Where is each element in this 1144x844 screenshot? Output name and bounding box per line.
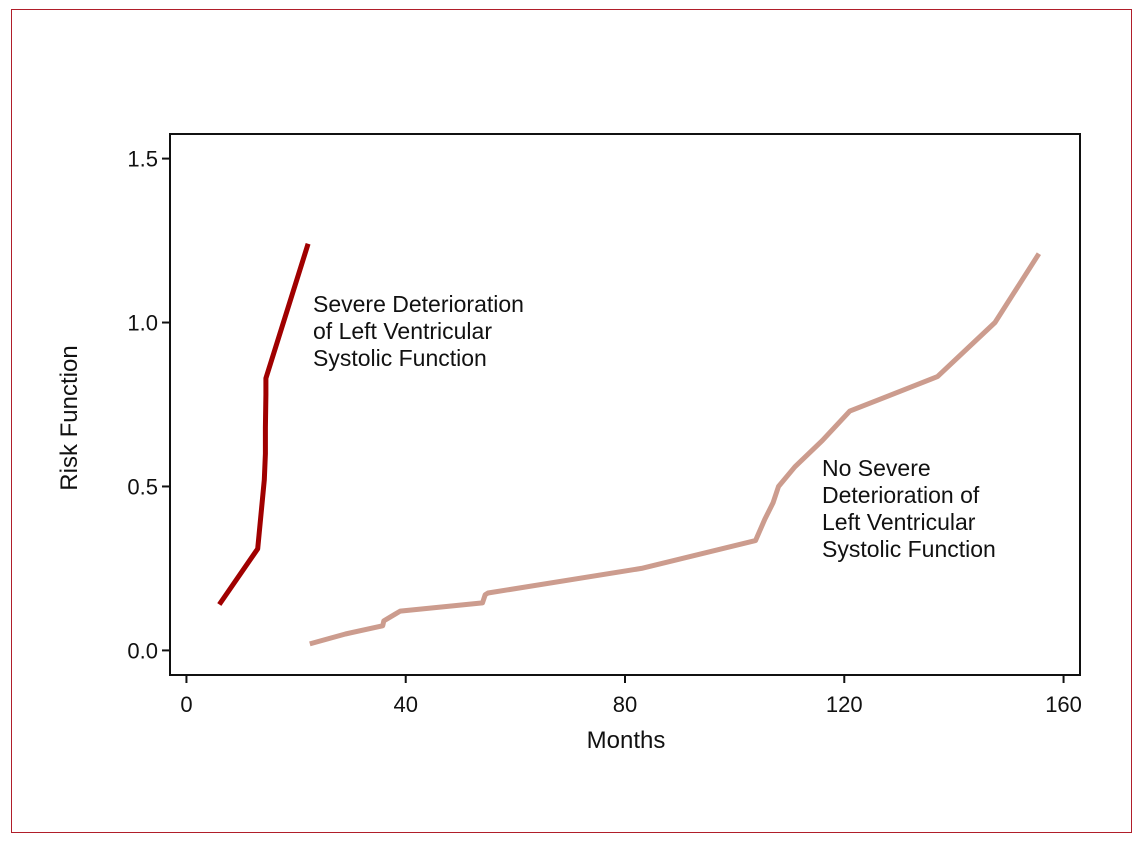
series-line-no-severe (309, 252, 1042, 647)
y-tick-label: 0.5 (127, 474, 158, 499)
annotation-no-severe: No Severe Deterioration of Left Ventricula… (822, 455, 996, 562)
y-tick-label: 0.0 (127, 638, 158, 663)
x-tick-label: 80 (613, 692, 637, 717)
annotation-line: No Severe (822, 455, 931, 481)
annotation-line: Systolic Function (313, 345, 487, 371)
figure-frame (11, 9, 1132, 833)
x-axis-title: Months (587, 727, 666, 754)
annotation-line: Deterioration of (822, 482, 980, 508)
annotation-line: Severe Deterioration (313, 291, 524, 317)
series-line-severe (217, 243, 311, 606)
x-tick-label: 120 (826, 692, 863, 717)
annotation-line: Left Ventricular (822, 509, 976, 535)
annotation-line: Systolic Function (822, 536, 996, 562)
annotation-severe: Severe Deterioration of Left Ventricular S… (313, 291, 524, 371)
x-tick-label: 40 (393, 692, 417, 717)
x-tick-label: 160 (1045, 692, 1082, 717)
y-tick-label: 1.0 (127, 311, 158, 336)
annotation-line: of Left Ventricular (313, 318, 492, 344)
plot-area (169, 133, 1081, 676)
x-tick-label: 0 (180, 692, 192, 717)
y-axis-title: Risk Function (56, 345, 83, 490)
y-tick-label: 1.5 (127, 147, 158, 172)
